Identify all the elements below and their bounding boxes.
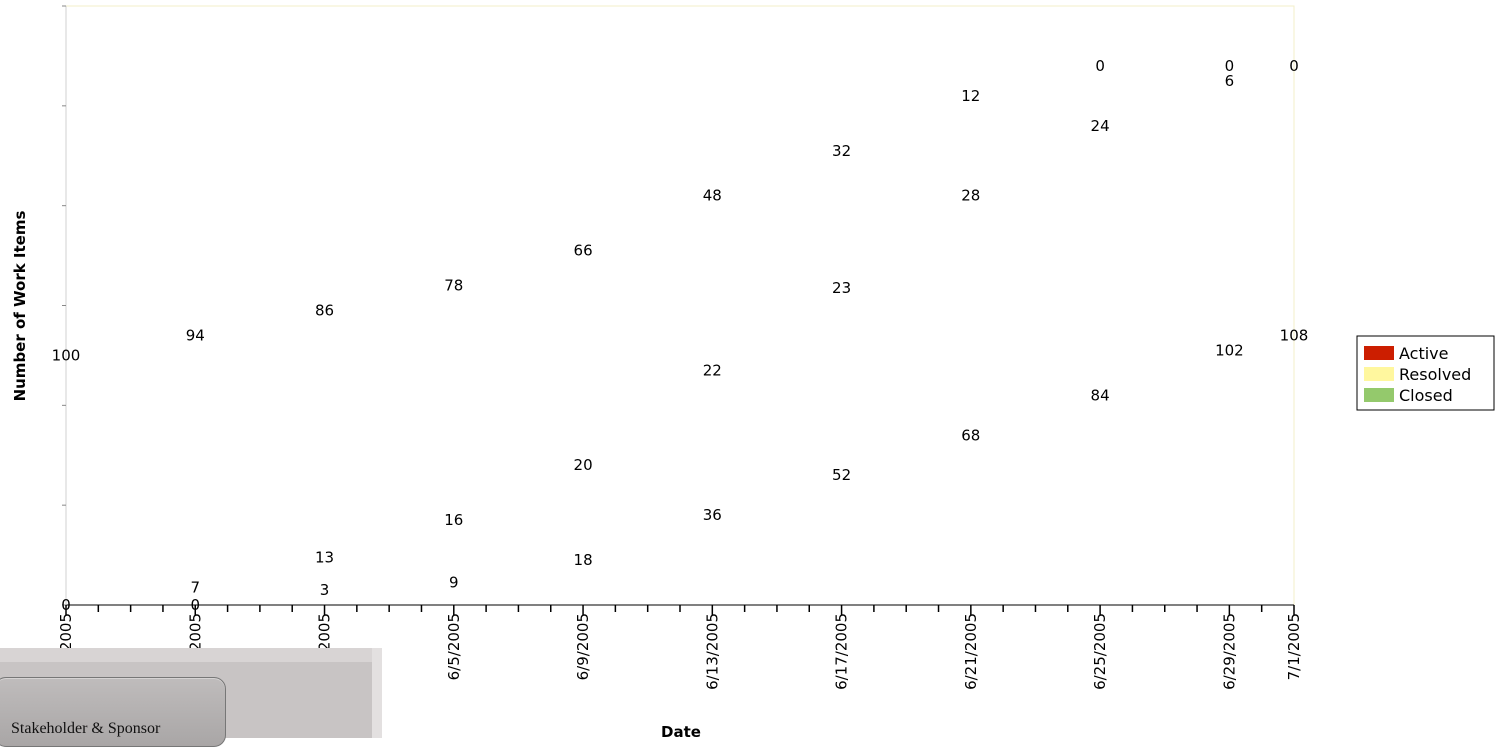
legend-swatch-closed [1364, 388, 1394, 402]
x-tick-label: 6/29/2005 [1220, 613, 1238, 690]
plot-area [65, 5, 1295, 606]
data-label-active: 0 [1095, 57, 1105, 75]
x-tick-label: 6/9/2005 [574, 613, 592, 680]
data-label-closed: 3 [320, 581, 330, 599]
data-label-active: 100 [52, 346, 81, 364]
data-label-active: 0 [1289, 57, 1299, 75]
data-label-resolved: 7 [191, 579, 201, 597]
x-tick-label: 6/17/2005 [833, 613, 851, 690]
data-label-active: 86 [315, 302, 334, 320]
legend-swatch-active [1364, 346, 1394, 360]
x-tick-label: 7/1/2005 [1285, 613, 1303, 680]
data-label-resolved: 24 [1091, 117, 1110, 135]
data-label-closed: 9 [449, 574, 459, 592]
data-label-closed: 0 [191, 596, 201, 614]
data-label-active: 66 [574, 242, 593, 260]
data-label-resolved: 22 [703, 361, 722, 379]
data-label-resolved: 13 [315, 549, 334, 567]
x-axis-title: Date [661, 723, 701, 738]
data-labels: 1000947086133781696620184822363223521228… [52, 57, 1309, 614]
plot-frame [65, 5, 1295, 606]
axis-ticks: 5/28/20056/1/20056/3/20056/5/20056/9/200… [57, 5, 1303, 690]
legend: Active Resolved Closed [1356, 335, 1495, 411]
y-axis-title: Number of Work Items [11, 211, 29, 402]
data-label-active: 94 [186, 326, 205, 344]
legend-swatch-resolved [1364, 367, 1394, 381]
x-tick-label: 6/5/2005 [445, 613, 463, 680]
data-label-active: 0 [1225, 57, 1235, 75]
data-label-active: 78 [444, 277, 463, 295]
data-label-resolved: 28 [961, 187, 980, 205]
legend-label-resolved: Resolved [1399, 365, 1471, 384]
data-label-closed: 108 [1280, 326, 1309, 344]
data-label-closed: 36 [703, 506, 722, 524]
data-label-active: 32 [832, 142, 851, 160]
legend-label-closed: Closed [1399, 386, 1453, 405]
data-label-resolved: 23 [832, 279, 851, 297]
data-label-closed: 84 [1091, 386, 1110, 404]
data-label-closed: 52 [832, 466, 851, 484]
x-tick-label: 6/13/2005 [703, 613, 721, 690]
data-label-active: 12 [961, 87, 980, 105]
stakeholder-sponsor-button[interactable]: Stakeholder & Sponsor [0, 677, 226, 747]
legend-label-active: Active [1399, 344, 1449, 363]
x-tick-label: 6/25/2005 [1091, 613, 1109, 690]
data-label-closed: 68 [961, 426, 980, 444]
data-label-closed: 102 [1215, 341, 1244, 359]
data-label-closed: 18 [574, 551, 593, 569]
data-label-resolved: 6 [1225, 72, 1235, 90]
data-label-resolved: 16 [444, 511, 463, 529]
data-label-active: 48 [703, 187, 722, 205]
data-label-closed: 0 [61, 596, 71, 614]
x-tick-label: 6/21/2005 [962, 613, 980, 690]
data-label-resolved: 20 [574, 456, 593, 474]
